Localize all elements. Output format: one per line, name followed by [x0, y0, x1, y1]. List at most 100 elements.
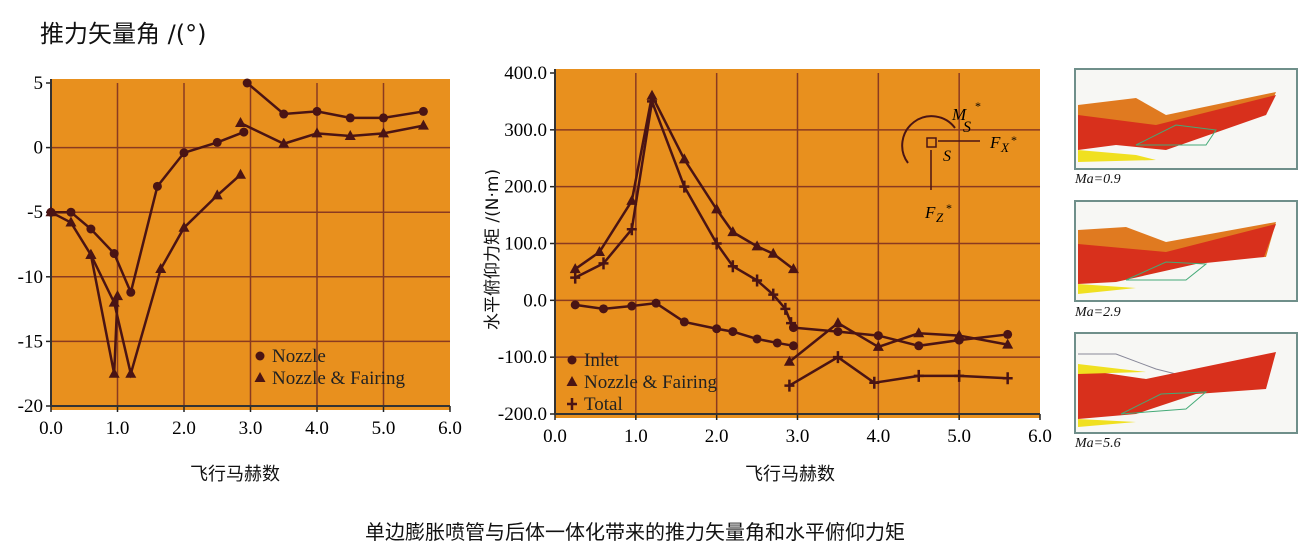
- x-tick-label: 4.0: [866, 426, 890, 447]
- legend-label: Inlet: [584, 350, 620, 371]
- x-tick-label: 6.0: [438, 418, 462, 439]
- data-point-0: [651, 298, 661, 308]
- fx-subscript: X: [1000, 140, 1010, 155]
- data-point-1: [751, 240, 763, 251]
- y-tick-label: 300.0: [504, 120, 547, 141]
- moment-star: *: [975, 99, 981, 113]
- data-point-0: [242, 78, 252, 88]
- data-point-0: [152, 181, 162, 191]
- data-point-2: [727, 260, 738, 273]
- data-point-0: [712, 324, 722, 334]
- x-tick-label: 4.0: [305, 418, 329, 439]
- legend-marker: [255, 351, 265, 361]
- data-point-1: [178, 221, 190, 232]
- fx-label: F: [989, 133, 1001, 152]
- data-point-0: [833, 327, 843, 337]
- data-point-1: [155, 263, 167, 274]
- data-point-2: [752, 274, 763, 287]
- data-point-0: [312, 106, 322, 116]
- data-point-0: [212, 137, 222, 147]
- fx-star: *: [1011, 133, 1017, 147]
- moment-arrow-icon: [901, 115, 956, 164]
- series-line-1: [239, 121, 424, 146]
- data-point-1: [378, 127, 389, 138]
- data-point-2: [786, 317, 797, 330]
- series-line-1: [788, 321, 1008, 363]
- data-point-1: [678, 153, 690, 164]
- x-tick-label: 2.0: [172, 418, 196, 439]
- chart2-y-label: 水平俯仰力矩 /(N·m): [483, 168, 503, 330]
- x-tick-label: 1.0: [624, 426, 648, 447]
- data-point-0: [279, 109, 289, 119]
- moment-label: M: [951, 105, 967, 124]
- data-point-2: [626, 223, 637, 236]
- data-point-0: [179, 148, 189, 158]
- data-point-1: [112, 290, 123, 301]
- series-line-0: [246, 82, 424, 120]
- nozzle-image-ma-5-6: [1074, 332, 1298, 434]
- data-point-0: [86, 224, 96, 234]
- data-point-0: [379, 113, 388, 123]
- data-point-2: [647, 95, 657, 108]
- y-tick-label: -5: [27, 202, 43, 223]
- nozzle-flow-picture: [1078, 222, 1276, 294]
- data-point-0: [772, 338, 782, 348]
- data-point-1: [311, 127, 323, 138]
- series-line-1: [574, 91, 795, 271]
- data-point-1: [45, 206, 57, 217]
- data-point-1: [711, 203, 723, 214]
- data-point-1: [125, 367, 137, 378]
- y-tick-label: -10: [18, 267, 43, 288]
- thrust-vector-angle-chart: 0.0 1.0 2.0 3.0 4.0 5.0 6.0 5 0 -5 -10 -15 -20 Nozzle…: [18, 73, 462, 439]
- image-label: Ma=5.6: [1075, 436, 1121, 451]
- data-point-0: [599, 304, 608, 314]
- data-point-2: [780, 302, 791, 315]
- data-point-0: [788, 341, 798, 351]
- moment-subscript: S: [963, 119, 971, 136]
- data-point-1: [626, 194, 638, 205]
- data-point-1: [235, 117, 247, 128]
- data-point-2: [869, 376, 880, 389]
- data-point-1: [417, 119, 429, 130]
- legend-label: Nozzle & Fairing: [272, 368, 405, 389]
- data-point-2: [784, 379, 795, 392]
- data-point-2: [832, 351, 843, 364]
- data-point-1: [211, 189, 223, 200]
- data-point-1: [832, 317, 844, 328]
- data-point-1: [108, 367, 120, 378]
- data-point-0: [126, 287, 136, 297]
- pitching-moment-chart: 0.0 1.0 2.0 3.0 4.0 5.0 6.0 400.0 300.0 200.0 100.…: [498, 63, 1052, 447]
- nozzle-image-ma-2-9: [1074, 200, 1298, 302]
- data-point-1: [278, 137, 290, 148]
- x-tick-label: 5.0: [947, 426, 971, 447]
- x-tick-label: 1.0: [106, 418, 130, 439]
- y-tick-label: 400.0: [504, 63, 547, 84]
- data-point-1: [767, 247, 779, 258]
- x-tick-label: 2.0: [705, 426, 729, 447]
- data-point-0: [239, 127, 249, 137]
- legend-marker: [567, 398, 577, 410]
- data-point-0: [914, 341, 924, 351]
- y-tick-label: 200.0: [504, 177, 547, 198]
- data-point-1: [65, 216, 77, 227]
- data-point-1: [783, 355, 795, 366]
- chart2-x-label: 飞行马赫数: [745, 464, 835, 485]
- legend-marker: [567, 355, 577, 365]
- data-point-1: [593, 246, 605, 257]
- data-point-0: [752, 334, 762, 344]
- image-label: Ma=0.9: [1075, 172, 1121, 187]
- data-point-1: [1002, 338, 1014, 349]
- y-tick-label: -200.0: [498, 404, 547, 425]
- data-point-0: [679, 317, 689, 327]
- y-tick-label: 0: [34, 138, 44, 159]
- data-point-2: [768, 288, 779, 301]
- data-point-2: [1002, 372, 1013, 385]
- y-tick-label: -100.0: [498, 347, 547, 368]
- data-point-1: [913, 327, 925, 338]
- data-point-1: [727, 226, 739, 237]
- data-point-0: [570, 300, 580, 310]
- data-point-0: [627, 301, 637, 311]
- fz-label: F: [924, 203, 936, 222]
- x-tick-label: 0.0: [39, 418, 63, 439]
- series-line-2: [788, 355, 1008, 387]
